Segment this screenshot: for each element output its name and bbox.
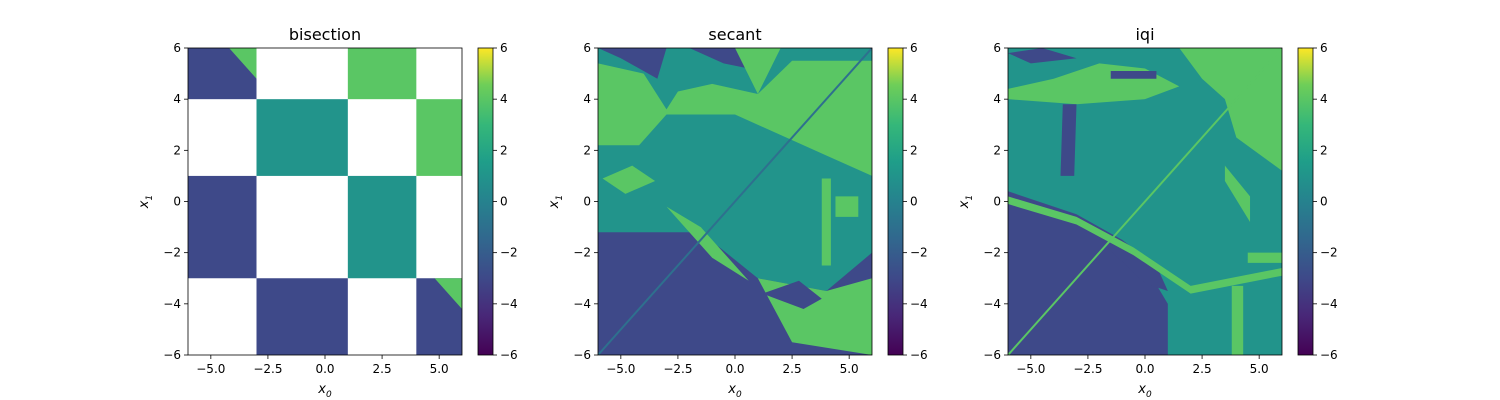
y-tick-label: −6 xyxy=(573,348,591,362)
y-tick-label: −2 xyxy=(573,246,591,260)
x-tick-label: 2.5 xyxy=(783,362,802,376)
panel-iqi: iqi −5.0 −2.5 0.0 2.5 5.0 −6 −4 −2 0 2 4 6 x0 x1 −6 −4 −2… xyxy=(957,25,1338,400)
colorbar-tick-label: 6 xyxy=(500,41,508,55)
y-tick-label: −6 xyxy=(163,348,181,362)
x-tick-label: 0.0 xyxy=(725,362,744,376)
colorbar-tick-label: 2 xyxy=(910,143,918,157)
y-tick-label: −4 xyxy=(163,297,181,311)
region-cell xyxy=(416,99,462,176)
colorbar-tick-label: 4 xyxy=(910,92,918,106)
colorbar-tick-label: 4 xyxy=(1320,92,1328,106)
x-tick-label: −2.5 xyxy=(663,362,692,376)
colorbar-tick-label: 2 xyxy=(500,143,508,157)
x-tick-label: −5.0 xyxy=(606,362,635,376)
y-tick-label: 2 xyxy=(173,143,181,157)
x-tick-label: 5.0 xyxy=(1250,362,1269,376)
x-tick-label: 2.5 xyxy=(1193,362,1212,376)
y-tick-label: −4 xyxy=(573,297,591,311)
y-tick-label: 6 xyxy=(993,41,1001,55)
y-axis-label: x1 xyxy=(137,195,155,209)
y-tick-label: −6 xyxy=(983,348,1001,362)
x-tick-label: 5.0 xyxy=(430,362,449,376)
colorbar-tick-label: 0 xyxy=(910,195,918,209)
x-tick-label: 5.0 xyxy=(840,362,859,376)
y-tick-label: 4 xyxy=(993,92,1001,106)
colorbar-tick-label: −4 xyxy=(1320,297,1338,311)
colorbar-tick-label: 4 xyxy=(500,92,508,106)
region-cell xyxy=(348,48,417,99)
y-tick-label: 0 xyxy=(993,195,1001,209)
y-tick-label: 2 xyxy=(583,143,591,157)
region-polygon xyxy=(1111,71,1157,79)
colorbar-tick-label: 6 xyxy=(910,41,918,55)
x-tick-label: −5.0 xyxy=(1016,362,1045,376)
x-axis-label: x0 xyxy=(317,382,332,400)
region-cell xyxy=(257,99,348,176)
y-axis-label: x1 xyxy=(547,195,565,209)
region-cell xyxy=(188,176,257,278)
y-tick-label: −2 xyxy=(983,246,1001,260)
region-polygon xyxy=(1248,253,1282,263)
colorbar xyxy=(1298,48,1313,355)
plot-area xyxy=(598,48,872,355)
colorbar-tick-label: 0 xyxy=(500,195,508,209)
x-tick-label: 2.5 xyxy=(373,362,392,376)
colorbar-tick-label: −2 xyxy=(910,246,928,260)
y-tick-label: 0 xyxy=(583,195,591,209)
colorbar-tick-label: 6 xyxy=(1320,41,1328,55)
panel-title: secant xyxy=(708,25,761,44)
y-tick-label: −2 xyxy=(163,246,181,260)
x-axis-label: x0 xyxy=(1137,382,1152,400)
y-tick-label: 4 xyxy=(583,92,591,106)
region-cell xyxy=(257,278,348,355)
panel-bisection: bisection −5.0 −2.5 0.0 2.5 5.0 −6 −4 −2 0 2 4 6 x0 x1… xyxy=(137,25,518,400)
x-tick-label: 0.0 xyxy=(315,362,334,376)
y-tick-label: −4 xyxy=(983,297,1001,311)
colorbar xyxy=(888,48,903,355)
colorbar-tick-label: −2 xyxy=(500,246,518,260)
x-axis-label: x0 xyxy=(727,382,742,400)
x-tick-label: −5.0 xyxy=(196,362,225,376)
colorbar-tick-label: −2 xyxy=(1320,246,1338,260)
panel-title: bisection xyxy=(289,25,361,44)
region-polygon xyxy=(1061,104,1077,176)
y-tick-label: 0 xyxy=(173,195,181,209)
y-tick-label: 4 xyxy=(173,92,181,106)
region-polygon xyxy=(1232,286,1243,355)
plot-area xyxy=(188,48,462,355)
colorbar-tick-label: −4 xyxy=(910,297,928,311)
plot-area xyxy=(1008,48,1282,355)
y-tick-label: 2 xyxy=(993,143,1001,157)
colorbar-tick-label: −6 xyxy=(1320,348,1338,362)
colorbar-tick-label: −4 xyxy=(500,297,518,311)
y-tick-label: 6 xyxy=(583,41,591,55)
colorbar xyxy=(478,48,493,355)
colorbar-tick-label: 0 xyxy=(1320,195,1328,209)
colorbar-tick-label: −6 xyxy=(500,348,518,362)
colorbar-tick-label: −6 xyxy=(910,348,928,362)
y-axis-label: x1 xyxy=(957,195,975,209)
panel-secant: secant −5.0 −2.5 0.0 2.5 5.0 −6 −4 −2 0 2 4 6 x0 x1 −6 −… xyxy=(547,25,928,400)
x-tick-label: −2.5 xyxy=(253,362,282,376)
region-polygon xyxy=(822,178,831,265)
region-cell xyxy=(348,176,417,278)
y-tick-label: 6 xyxy=(173,41,181,55)
panel-title: iqi xyxy=(1135,25,1154,44)
x-tick-label: −2.5 xyxy=(1073,362,1102,376)
x-tick-label: 0.0 xyxy=(1135,362,1154,376)
colorbar-tick-label: 2 xyxy=(1320,143,1328,157)
region-polygon xyxy=(835,196,858,216)
